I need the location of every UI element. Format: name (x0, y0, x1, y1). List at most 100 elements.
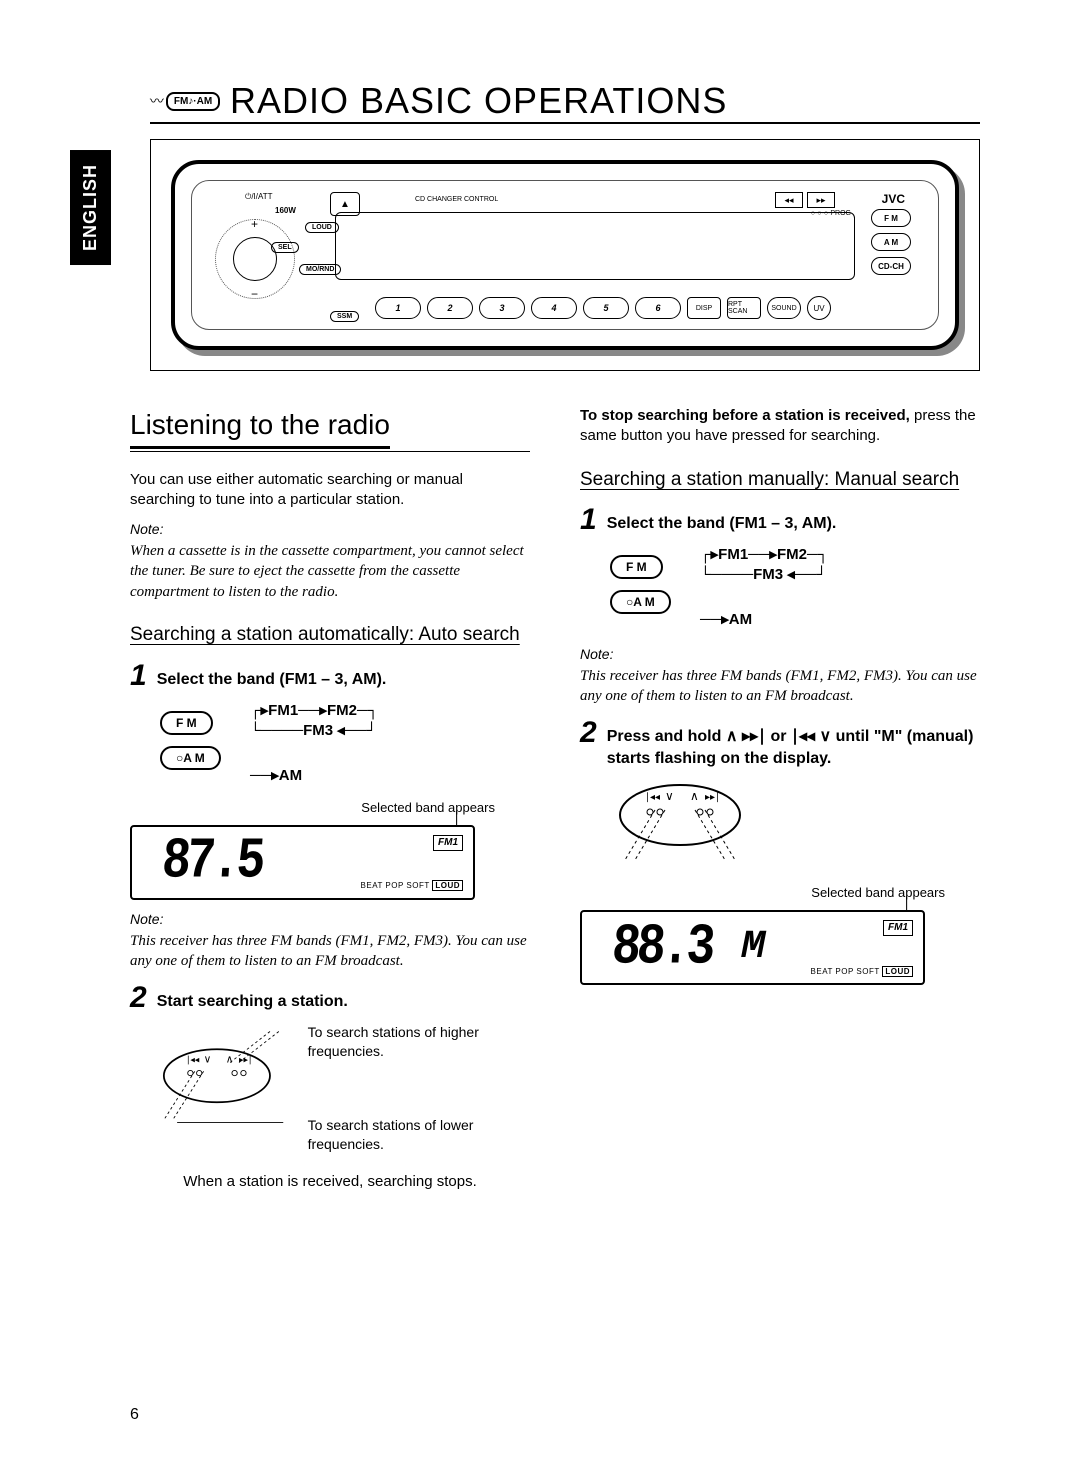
svg-text:▸▸∣: ▸▸∣ (705, 792, 720, 803)
rpt-scan-button: RPT SCAN (727, 297, 761, 319)
page-title: RADIO BASIC OPERATIONS (230, 80, 727, 122)
svg-text:∣◂◂: ∣◂◂ (186, 1054, 200, 1064)
ssm-button: SSM (330, 311, 359, 322)
fm1-label: FM1 (268, 702, 298, 719)
m-fm1-label: FM1 (718, 546, 748, 563)
manual-step-1-text: Select the band (FM1 – 3, AM). (607, 505, 837, 535)
disp-button: DISP (687, 297, 721, 319)
preset-1: 1 (375, 297, 421, 319)
lcd-modes: BEAT POP SOFT LOUD (361, 881, 463, 892)
language-tab: ENGLISH (70, 150, 111, 265)
am-pill: A M (160, 746, 221, 770)
seek-diagram: ∣◂◂ ∨ ∧ ▸▸∣ To search stations of higher… (155, 1023, 530, 1154)
auto-search-heading: Searching a station automatically: Auto … (130, 622, 530, 649)
car-stereo-illustration: ⏻/I/ATT 160W ▲ CD CHANGER CONTROL ○-○-○-… (171, 160, 959, 350)
manual-step-number-1: 1 (580, 505, 597, 535)
manual-lcd-modes: BEAT POP SOFT LOUD (811, 967, 913, 978)
device-box: ⏻/I/ATT 160W ▲ CD CHANGER CONTROL ○-○-○-… (150, 139, 980, 371)
page-header: 〰 FM♪·AM RADIO BASIC OPERATIONS (150, 80, 980, 124)
m-fm2-label: FM2 (777, 546, 807, 563)
fm2-label: FM2 (327, 702, 357, 719)
manual-am-pill: A M (610, 590, 671, 614)
power-att-label: ⏻/I/ATT (245, 192, 273, 202)
ff-icon: ▸▸ (807, 192, 835, 208)
band-buttons: F M A M CD-CH (871, 209, 911, 275)
m-am-label: AM (729, 611, 752, 628)
prog-label: ○-○-○-PROG (811, 210, 851, 217)
lower-freq-text: To search stations of lower frequencies. (308, 1116, 530, 1154)
fm-button: F M (871, 209, 911, 227)
preset-row: 1 2 3 4 5 6 DISP RPT SCAN SOUND UV (375, 294, 915, 322)
manual-band-diagram: F M A M ┌▸FM1──▸FM2─┐ └────FM3 ◂──┘ ──▸A… (610, 545, 980, 635)
preset-3: 3 (479, 297, 525, 319)
loud-button: LOUD (305, 222, 339, 233)
step-1-text: Select the band (FM1 – 3, AM). (157, 661, 387, 691)
lcd-frequency: 87.5 (129, 824, 264, 902)
uv-button: UV (807, 296, 831, 320)
right-column: To stop searching before a station is re… (580, 406, 980, 1192)
section-title: Listening to the radio (130, 406, 390, 449)
page-number: 6 (130, 1406, 139, 1424)
cd-changer-label: CD CHANGER CONTROL (415, 196, 498, 203)
manual-step-2: 2 Press and hold ∧ ▸▸∣ or ∣◂◂ ∨ until "M… (580, 718, 980, 769)
auto-note-label: Note: (130, 910, 530, 929)
fm-am-badge-wrap: 〰 FM♪·AM (150, 91, 220, 111)
brand-logo: JVC (882, 192, 905, 206)
fm3-label: FM3 (303, 722, 333, 739)
sel-button: SEL (271, 242, 299, 253)
mono-button: MO/RND (299, 264, 341, 275)
preset-4: 4 (531, 297, 577, 319)
manual-lcd-band: FM1 (883, 920, 913, 936)
svg-text:∧: ∧ (690, 789, 699, 803)
svg-text:∨: ∨ (204, 1053, 212, 1065)
manual-lcd-frequency: 88.3 (579, 909, 714, 987)
auto-step-1: 1 Select the band (FM1 – 3, AM). (130, 661, 530, 691)
svg-text:∨: ∨ (665, 789, 674, 803)
am-button: A M (871, 233, 911, 251)
manual-fm-pill: F M (610, 555, 663, 579)
preset-5: 5 (583, 297, 629, 319)
higher-freq-text: To search stations of higher frequencies… (308, 1023, 530, 1061)
power-rating: 160W (275, 206, 296, 215)
received-text: When a station is received, searching st… (130, 1172, 530, 1192)
manual-step-1: 1 Select the band (FM1 – 3, AM). (580, 505, 980, 535)
lcd-caption: Selected band appears (130, 799, 530, 817)
svg-text:∣◂◂: ∣◂◂ (645, 792, 660, 803)
step-number-1: 1 (130, 661, 147, 691)
band-diagram: F M A M ┌▸FM1──▸FM2─┐ └────FM3 ◂──┘ ──▸A… (160, 701, 530, 791)
lcd-display: 87.5 FM1 BEAT POP SOFT LOUD (130, 825, 475, 900)
manual-note-label: Note: (580, 645, 980, 664)
manual-note-body: This receiver has three FM bands (FM1, F… (580, 666, 980, 707)
cdch-button: CD-CH (871, 257, 911, 275)
svg-text:▸▸∣: ▸▸∣ (239, 1054, 252, 1064)
auto-step-2: 2 Start searching a station. (130, 983, 530, 1013)
volume-knob: + − (215, 219, 295, 299)
rew-icon: ◂◂ (775, 192, 803, 208)
lcd-band: FM1 (433, 835, 463, 851)
step-2-text: Start searching a station. (157, 983, 348, 1013)
m-fm3-label: FM3 (753, 566, 783, 583)
note-label: Note: (130, 520, 530, 539)
manual-lcd-m: M (711, 921, 765, 975)
manual-seek-icon: ∣◂◂ ∨ ∧ ▸▸∣ (610, 780, 760, 870)
stop-search-text: To stop searching before a station is re… (580, 406, 980, 447)
preset-2: 2 (427, 297, 473, 319)
manual-step-number-2: 2 (580, 718, 597, 748)
ff-rew-buttons: ◂◂ ▸▸ (775, 192, 835, 208)
preset-6: 6 (635, 297, 681, 319)
manual-lcd-display: 88.3 M FM1 BEAT POP SOFT LOUD (580, 910, 925, 985)
manual-step-2-text: Press and hold ∧ ▸▸∣ or ∣◂◂ ∨ until "M" … (607, 718, 980, 769)
manual-lcd-caption: Selected band appears (580, 884, 980, 902)
fm-pill: F M (160, 711, 213, 735)
intro-text: You can use either automatic searching o… (130, 470, 530, 511)
step-number-2: 2 (130, 983, 147, 1013)
note-body: When a cassette is in the cassette compa… (130, 541, 530, 602)
cassette-slot (335, 212, 855, 280)
left-column: Listening to the radio You can use eithe… (130, 406, 530, 1192)
sound-button: SOUND (767, 297, 801, 319)
auto-note-body: This receiver has three FM bands (FM1, F… (130, 931, 530, 972)
svg-text:∧: ∧ (226, 1053, 234, 1065)
fm-am-badge: FM♪·AM (166, 92, 220, 111)
manual-search-heading: Searching a station manually: Manual sea… (580, 467, 980, 494)
am-label: AM (279, 767, 302, 784)
